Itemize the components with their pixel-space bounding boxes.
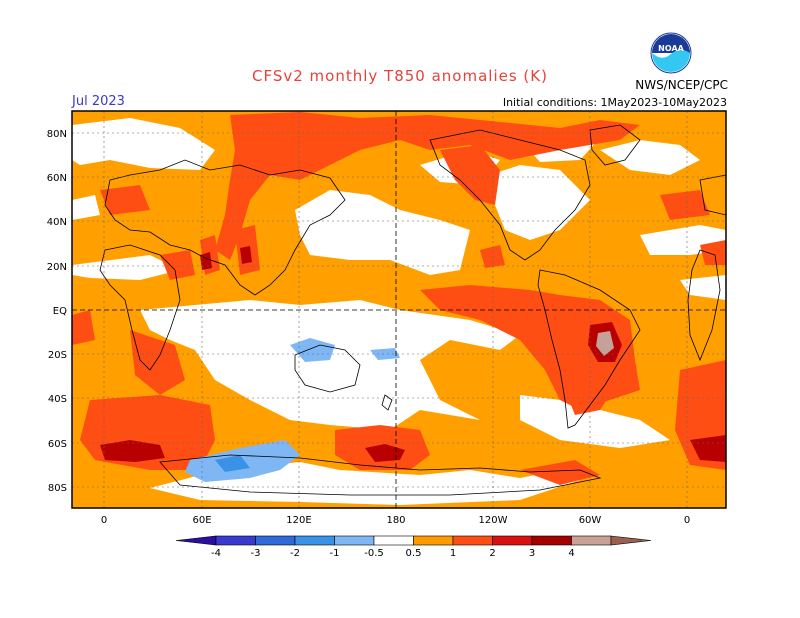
lat-label: 60N: [47, 173, 67, 184]
lon-label: 60W: [579, 515, 602, 526]
lat-label: EQ: [53, 306, 67, 317]
lon-label: 60E: [192, 515, 211, 526]
anomaly-field: [72, 111, 726, 508]
coastlines: [99, 124, 726, 496]
colorbar-segment: [255, 535, 296, 546]
lon-label: 180: [386, 515, 405, 526]
colorbar-segment: [531, 535, 572, 546]
forecast-month: Jul 2023: [72, 94, 125, 109]
colorbar-arrow-low: [175, 535, 217, 546]
colorbar-segment: [492, 535, 533, 546]
lat-label: 20N: [47, 262, 67, 273]
lon-label: 120E: [286, 515, 311, 526]
lat-label: 80N: [47, 129, 67, 140]
colorbar-arrow-high: [610, 535, 652, 546]
grid-lines: [72, 111, 726, 508]
latitude-labels: 80N 60N 40N 20N EQ 20S 40S 60S 80S: [47, 129, 67, 494]
colorbar-tick-label: 3: [529, 548, 535, 559]
lat-label: 20S: [48, 350, 67, 361]
lon-label: 0: [101, 515, 107, 526]
cool-regions: [185, 338, 400, 482]
longitude-labels: 0 60E 120E 180 120W 60W 0: [101, 515, 690, 526]
colorbar-tick-label: 2: [489, 548, 495, 559]
colorbar-segment: [452, 535, 493, 546]
initial-conditions: Initial conditions: 1May2023-10May2023: [502, 96, 727, 109]
reference-lines: [72, 111, 726, 508]
colorbar-segment: [334, 535, 375, 546]
map-frame: [71, 110, 727, 509]
colorbar-segment: [215, 535, 256, 546]
noaa-logo-icon: NOAA: [650, 32, 692, 74]
warm-regions: [72, 112, 726, 485]
map-title: CFSv2 monthly T850 anomalies (K): [252, 67, 548, 85]
colorbar-segment: [571, 535, 612, 546]
lon-label: 120W: [479, 515, 508, 526]
colorbar-tick-label: 0.5: [406, 548, 422, 559]
hot-regions: [100, 246, 726, 462]
colorbar-tick-label: 1: [450, 548, 456, 559]
colorbar: -4 -3 -2 -1 -0.5 0.5 1 2 3 4: [175, 535, 652, 559]
noaa-logo-text: NOAA: [658, 44, 684, 53]
agency-label: NWS/NCEP/CPC: [635, 78, 728, 92]
colorbar-tick-label: -4: [211, 548, 221, 559]
lat-label: 40N: [47, 217, 67, 228]
colorbar-segment: [373, 535, 414, 546]
colorbar-tick-label: -1: [330, 548, 340, 559]
colorbar-tick-label: -0.5: [364, 548, 384, 559]
lat-label: 40S: [48, 394, 67, 405]
colorbar-segment: [294, 535, 335, 546]
colorbar-tick-label: -3: [251, 548, 261, 559]
lat-label: 60S: [48, 439, 67, 450]
colorbar-segment: [413, 535, 454, 546]
colorbar-tick-label: 4: [568, 548, 574, 559]
lon-label: 0: [684, 515, 690, 526]
lat-label: 80S: [48, 483, 67, 494]
colorbar-tick-label: -2: [290, 548, 300, 559]
very-hot-region: [596, 331, 614, 356]
